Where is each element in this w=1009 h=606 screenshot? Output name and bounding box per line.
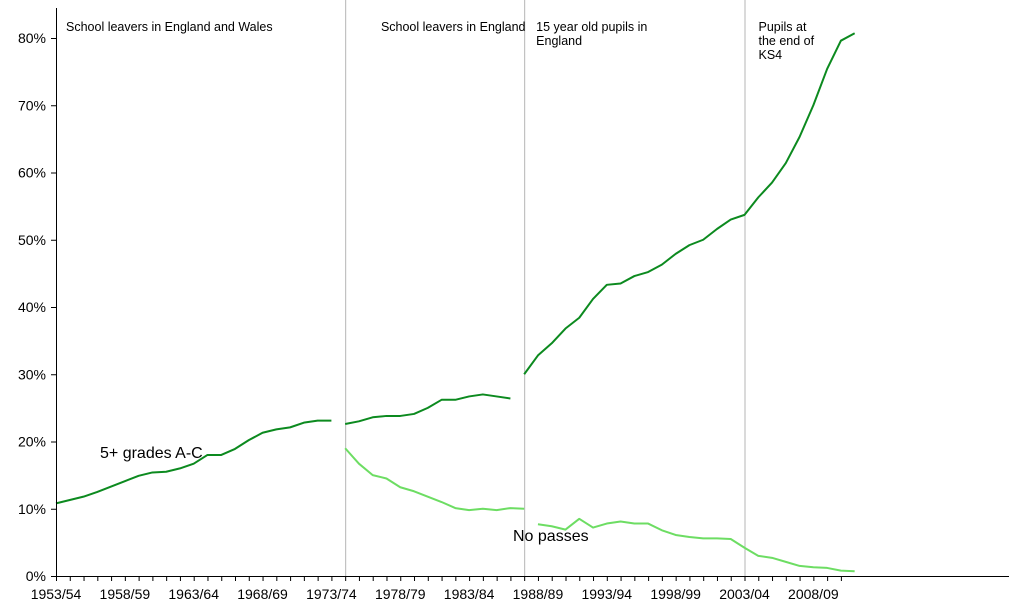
section-dividers [345,0,746,576]
x-tick-label-11: 2008/09 [788,586,839,602]
section-annotation-2-line-0: 15 year old pupils in [536,20,647,34]
x-tick-label-2: 1963/64 [168,586,219,602]
section-annotation-1-line-0: School leavers in England [381,20,526,34]
series-1-segment-1 [537,517,855,573]
x-tick-label-10: 2003/04 [719,586,770,602]
y-tick-label-1: 10% [18,501,46,517]
section-annotation-3-line-1: the end of [759,34,815,48]
series-label-0: 5+ grades A-C [100,445,203,462]
chart-axes: 0% 10% 20% 30% 40% 50% 60% 70% 80% 1953/54 1958/59… [18,8,1009,602]
x-tick-label-9: 1998/99 [650,586,701,602]
x-tick-label-7: 1988/89 [513,586,564,602]
section-annotations: School leavers in England and Wales Schoo… [66,20,815,62]
y-tick-label-7: 70% [18,97,46,113]
x-tick-label-4: 1973/74 [306,586,357,602]
y-tick-label-3: 30% [18,366,46,382]
x-tick-label-1: 1958/59 [100,586,151,602]
y-tick-label-8: 80% [18,30,46,46]
series-label-1: No passes [513,528,589,545]
y-tick-label-0: 0% [26,568,46,584]
y-tick-label-4: 40% [18,299,46,315]
x-tick-label-6: 1983/84 [444,586,495,602]
x-tick-label-5: 1978/79 [375,586,426,602]
series-0-segment-1 [344,393,511,425]
series-labels: 5+ grades A-C No passes [100,445,589,545]
y-tick-label-5: 50% [18,232,46,248]
section-annotation-3-line-0: Pupils at [759,20,807,34]
x-tick-label-0: 1953/54 [31,586,82,602]
x-tick-label-3: 1968/69 [237,586,288,602]
section-annotation-2-line-1: England [536,34,582,48]
y-tick-label-6: 60% [18,165,46,181]
section-annotation-0-line-0: School leavers in England and Wales [66,20,273,34]
series-0-segment-0 [55,419,332,505]
series-1-segment-0 [344,447,525,512]
series-0-segment-2 [523,32,856,375]
x-tick-label-8: 1993/94 [581,586,632,602]
y-tick-label-2: 20% [18,434,46,450]
chart-series [55,32,856,573]
section-annotation-3-line-2: KS4 [759,48,783,62]
